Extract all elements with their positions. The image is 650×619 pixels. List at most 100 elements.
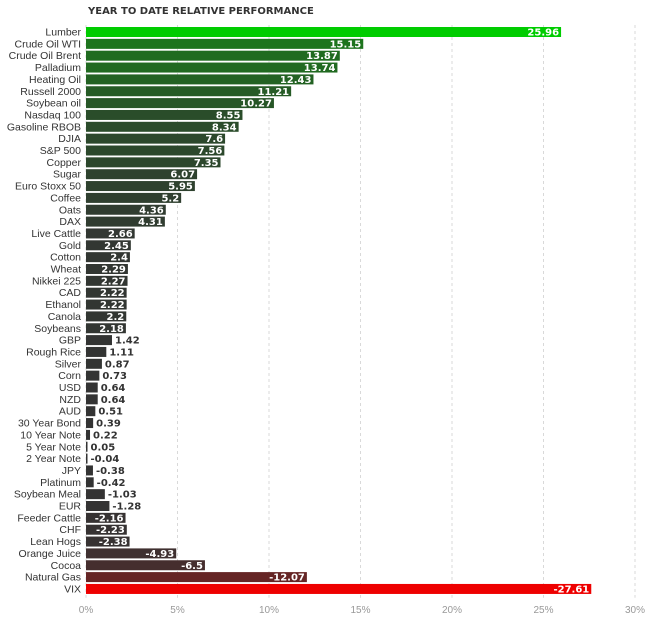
value-label-30-year-bond: 0.39 xyxy=(96,419,121,430)
value-label-coffee: 5.2 xyxy=(161,193,179,204)
value-label-oats: 4.36 xyxy=(139,205,164,216)
bar-crude-oil-wti xyxy=(86,38,364,49)
value-label-corn: 0.73 xyxy=(102,371,127,382)
category-label-euro-stoxx-50: Euro Stoxx 50 xyxy=(15,181,81,193)
category-label-wheat: Wheat xyxy=(51,264,81,276)
category-label-canola: Canola xyxy=(48,311,81,323)
value-label-natural-gas: -12.07 xyxy=(269,573,305,584)
bar-ethanol xyxy=(86,299,127,310)
bar-sandp-500 xyxy=(86,145,225,156)
category-label-5-year-note: 5 Year Note xyxy=(26,441,81,453)
x-tick-label: 10% xyxy=(259,605,279,616)
value-label-palladium: 13.74 xyxy=(304,63,336,74)
value-label-ethanol: 2.22 xyxy=(100,300,125,311)
value-label-nzd: 0.64 xyxy=(101,395,126,406)
value-label-crude-oil-wti: 15.15 xyxy=(330,39,362,50)
bar-crude-oil-brent xyxy=(86,50,340,61)
x-axis-ticks: 0% 5% 10% 15% 20% 25% 30% xyxy=(79,605,645,616)
category-label-sugar: Sugar xyxy=(53,169,82,181)
category-label-eur: EUR xyxy=(59,501,82,513)
value-label-platinum: -0.42 xyxy=(97,478,126,489)
bar-cad xyxy=(86,287,127,298)
bar-nikkei-225 xyxy=(86,275,128,286)
value-label-soybeans: 2.18 xyxy=(99,324,124,335)
category-label-30-year-bond: 30 Year Bond xyxy=(18,418,81,430)
category-label-dax: DAX xyxy=(59,216,81,228)
bar-2-year-note xyxy=(86,453,88,464)
category-label-natural-gas: Natural Gas xyxy=(25,572,81,584)
bar-canola xyxy=(86,311,127,322)
bar-oats xyxy=(86,204,166,215)
category-label-cotton: Cotton xyxy=(50,252,81,264)
value-label-cotton: 2.4 xyxy=(110,253,128,264)
value-label-canola: 2.2 xyxy=(107,312,125,323)
bar-gbp xyxy=(86,335,112,346)
value-label-10-year-note: 0.22 xyxy=(93,430,118,441)
value-label-russell-2000: 11.21 xyxy=(258,87,290,98)
value-label-jpy: -0.38 xyxy=(96,466,125,477)
category-label-sandp-500: S&P 500 xyxy=(40,145,81,157)
value-label-gold: 2.45 xyxy=(104,241,129,252)
category-label-nasdaq-100: Nasdaq 100 xyxy=(24,109,81,121)
category-label-platinum: Platinum xyxy=(40,477,81,489)
value-label-dax: 4.31 xyxy=(138,217,163,228)
category-label-orange-juice: Orange Juice xyxy=(19,548,82,560)
value-label-wheat: 2.29 xyxy=(101,265,126,276)
bar-lumber xyxy=(86,27,562,37)
value-label-eur: -1.28 xyxy=(112,502,141,513)
value-label-sugar: 6.07 xyxy=(170,170,195,181)
bar-sugar xyxy=(86,169,198,180)
bar-nasdaq-100 xyxy=(86,109,243,120)
value-label-soybean-meal: -1.03 xyxy=(108,490,137,501)
bar-natural-gas xyxy=(86,572,307,583)
bar-cotton xyxy=(86,252,130,263)
value-label-euro-stoxx-50: 5.95 xyxy=(168,182,193,193)
value-label-5-year-note: 0.05 xyxy=(91,442,116,453)
bar-coffee xyxy=(86,192,182,203)
category-label-palladium: Palladium xyxy=(35,62,81,74)
bar-soybean-oil xyxy=(86,98,274,109)
value-label-usd: 0.64 xyxy=(101,383,126,394)
bar-aud xyxy=(86,406,96,417)
value-label-vix: -27.61 xyxy=(553,584,589,595)
value-label-djia: 7.6 xyxy=(205,134,223,145)
category-label-usd: USD xyxy=(59,382,82,394)
chart-title: YEAR TO DATE RELATIVE PERFORMANCE xyxy=(88,6,314,17)
bar-cocoa xyxy=(86,560,205,571)
category-label-djia: DJIA xyxy=(58,133,81,145)
category-label-crude-oil-brent: Crude Oil Brent xyxy=(9,50,81,62)
bar-corn xyxy=(86,370,100,381)
value-label-nasdaq-100: 8.55 xyxy=(216,110,241,121)
bar-euro-stoxx-50 xyxy=(86,181,195,192)
value-label-rough-rice: 1.11 xyxy=(109,347,134,358)
bar-gasoline-rbob xyxy=(86,121,239,132)
value-label-feeder-cattle: -2.16 xyxy=(95,513,124,524)
value-label-lumber: 25.96 xyxy=(527,28,559,39)
category-label-live-cattle: Live Cattle xyxy=(31,228,81,240)
value-label-nikkei-225: 2.27 xyxy=(101,276,126,287)
bar-eur xyxy=(86,501,110,511)
value-labels: 25.96 15.1513.8713.7412.4311.2110.278.558… xyxy=(91,28,590,596)
value-label-soybean-oil: 10.27 xyxy=(240,99,272,110)
bar-live-cattle xyxy=(86,228,135,239)
category-label-2-year-note: 2 Year Note xyxy=(26,453,81,465)
bar-rough-rice xyxy=(86,346,107,357)
x-tick-label: 5% xyxy=(170,605,185,616)
x-tick-label: 30% xyxy=(625,605,645,616)
category-label-ethanol: Ethanol xyxy=(45,299,81,311)
bar-copper xyxy=(86,157,221,168)
bar-chf xyxy=(86,524,127,535)
category-label-cocoa: Cocoa xyxy=(51,560,82,572)
category-label-nikkei-225: Nikkei 225 xyxy=(32,275,81,287)
value-label-lean-hogs: -2.38 xyxy=(99,537,128,548)
value-label-cad: 2.22 xyxy=(100,288,125,299)
value-label-heating-oil: 12.43 xyxy=(280,75,312,86)
bar-wheat xyxy=(86,264,128,274)
category-label-gbp: GBP xyxy=(59,335,81,347)
category-label-oats: Oats xyxy=(59,204,81,216)
category-label-10-year-note: 10 Year Note xyxy=(20,429,81,441)
bar-jpy xyxy=(86,465,93,476)
category-label-feeder-cattle: Feeder Cattle xyxy=(17,512,81,524)
